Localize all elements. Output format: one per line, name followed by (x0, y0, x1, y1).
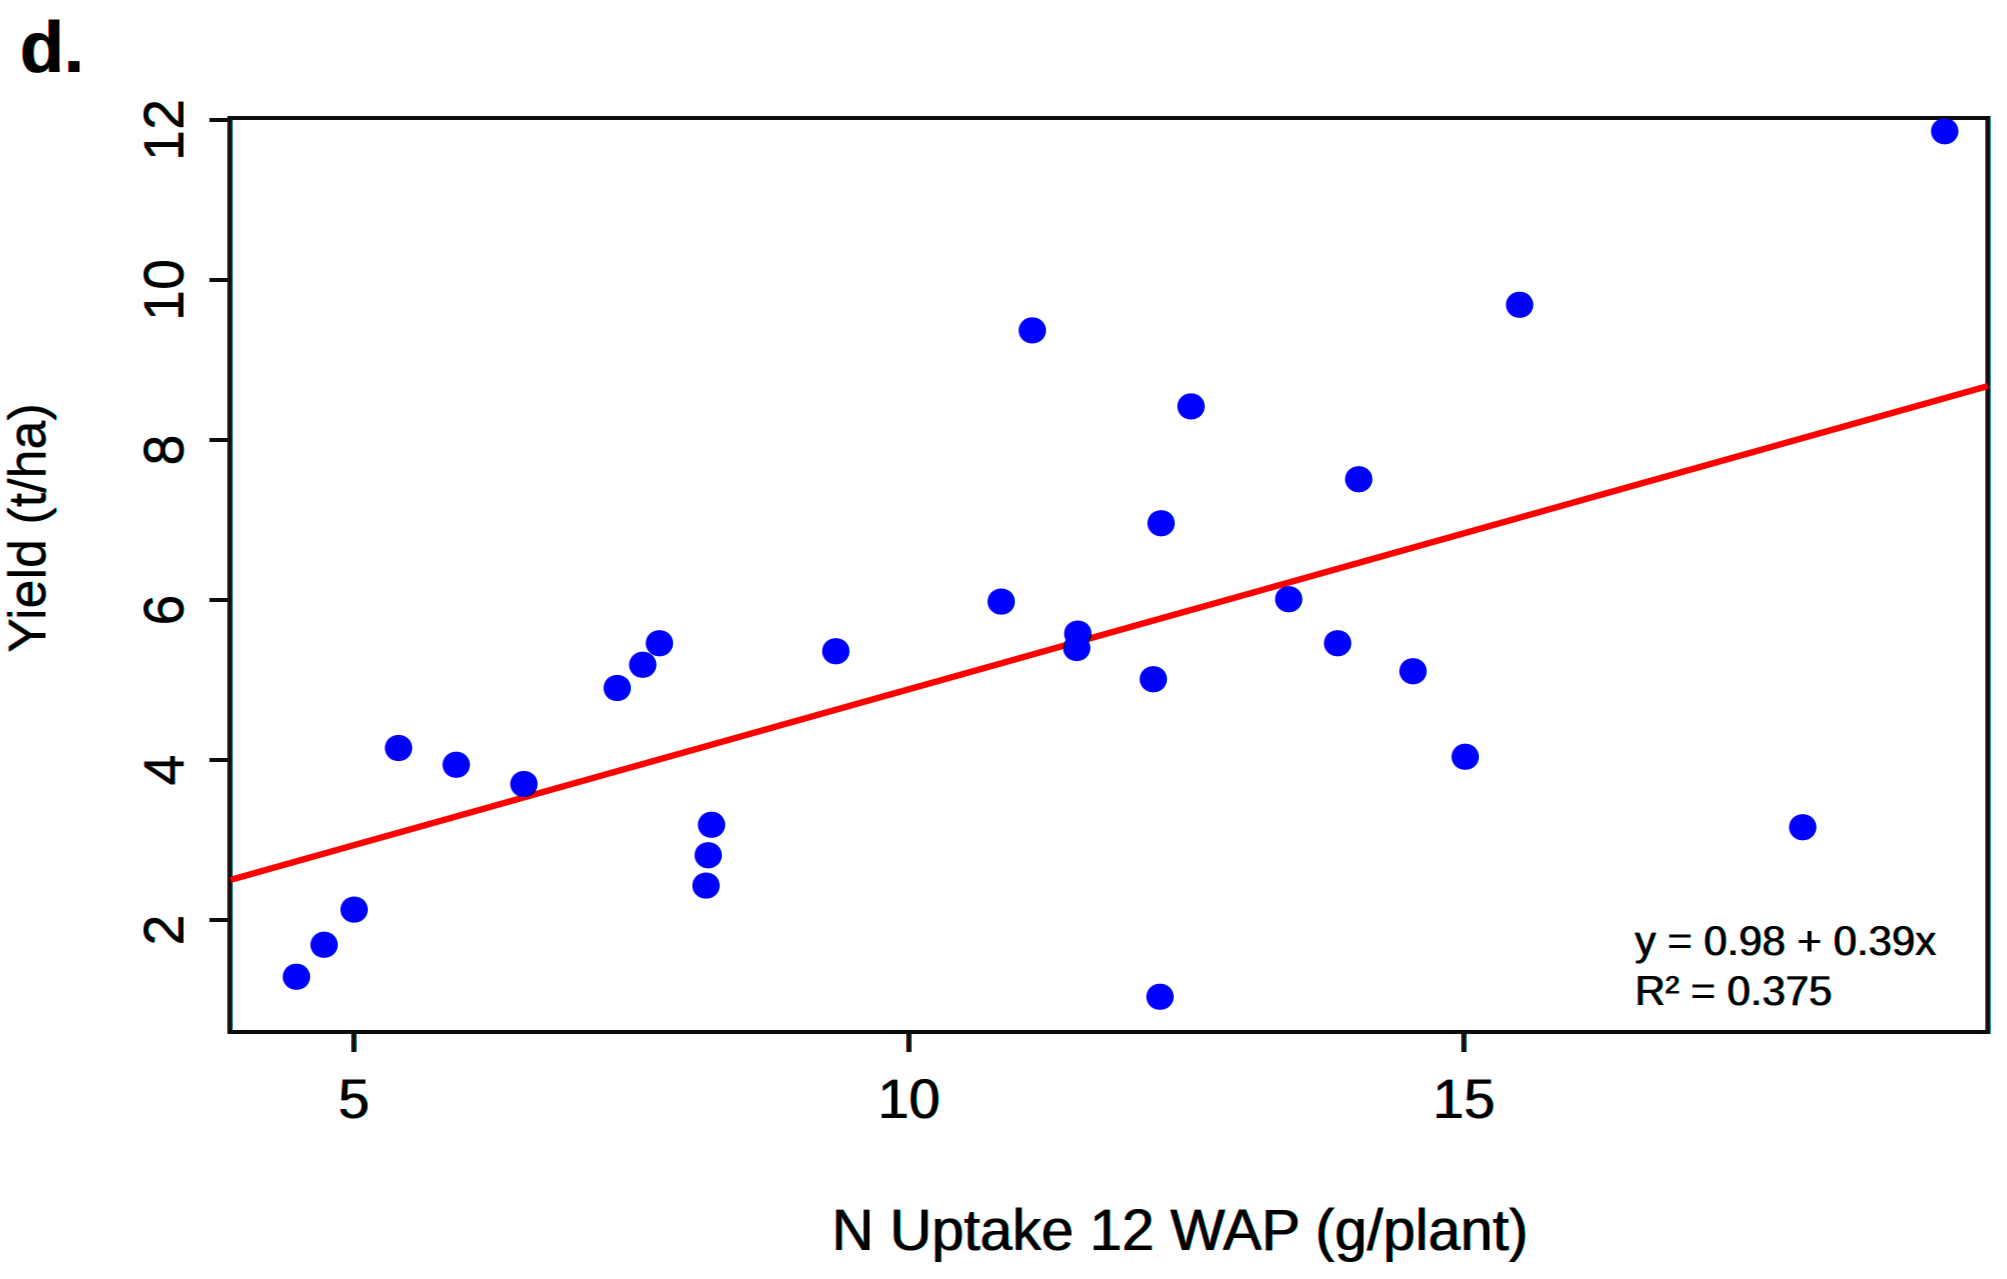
svg-text:4: 4 (132, 754, 195, 785)
svg-text:5: 5 (338, 1067, 369, 1130)
svg-text:12: 12 (132, 99, 195, 161)
svg-text:2: 2 (132, 914, 195, 945)
svg-text:8: 8 (132, 434, 195, 465)
svg-text:R² = 0.375: R² = 0.375 (1635, 967, 1832, 1014)
svg-text:10: 10 (878, 1067, 940, 1130)
svg-text:N Uptake 12 WAP (g/plant): N Uptake 12 WAP (g/plant) (832, 1198, 1528, 1263)
svg-text:y = 0.98 + 0.39x: y = 0.98 + 0.39x (1635, 917, 1936, 964)
svg-text:6: 6 (132, 594, 195, 625)
svg-text:d.: d. (20, 8, 84, 88)
svg-text:15: 15 (1433, 1067, 1495, 1130)
svg-text:Yield (t/ha): Yield (t/ha) (0, 403, 57, 653)
svg-text:10: 10 (132, 259, 195, 321)
